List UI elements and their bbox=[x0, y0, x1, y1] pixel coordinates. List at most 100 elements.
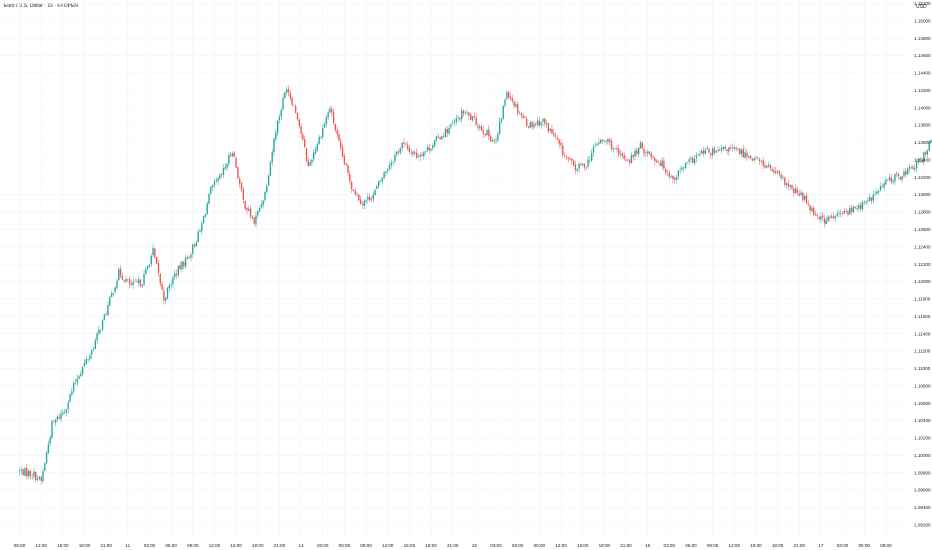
candle-body bbox=[784, 177, 786, 185]
candle-body bbox=[318, 136, 320, 145]
candle-body bbox=[533, 124, 535, 128]
candle-body bbox=[63, 412, 66, 413]
time-tick-label: 15:00 bbox=[750, 543, 762, 548]
candle-body bbox=[504, 99, 506, 106]
candle-body bbox=[789, 185, 791, 187]
candle-body bbox=[639, 143, 642, 149]
candle-body bbox=[229, 154, 232, 156]
candle-body bbox=[834, 216, 837, 219]
candle-body bbox=[174, 273, 176, 278]
candle-body bbox=[184, 257, 187, 267]
candle-body bbox=[527, 126, 530, 128]
candle-body bbox=[764, 165, 766, 168]
candle-body bbox=[433, 140, 436, 146]
candle-body bbox=[466, 112, 468, 114]
candle-body bbox=[813, 207, 815, 215]
candle-body bbox=[446, 129, 448, 133]
candle-body bbox=[116, 280, 118, 288]
candle-body bbox=[544, 118, 546, 124]
candle-body bbox=[54, 419, 57, 423]
candle-body bbox=[370, 199, 373, 201]
candle-body bbox=[170, 284, 172, 286]
time-tick-label: 18:00 bbox=[252, 543, 264, 548]
candle-body bbox=[787, 183, 790, 187]
candle-body bbox=[744, 152, 746, 159]
candle-body bbox=[623, 155, 625, 160]
candle-body bbox=[258, 208, 261, 212]
candle-body bbox=[477, 125, 479, 128]
candle-body bbox=[83, 362, 86, 367]
time-tick-label: 03:00 bbox=[317, 543, 329, 548]
candle-body bbox=[518, 113, 521, 114]
candle-body bbox=[856, 207, 858, 209]
candle-body bbox=[489, 136, 492, 141]
candle-body bbox=[587, 159, 589, 168]
candle-body bbox=[928, 142, 930, 151]
candle-body bbox=[58, 416, 60, 419]
candle-body bbox=[547, 123, 550, 132]
candle-body bbox=[742, 148, 744, 158]
candle-body bbox=[354, 190, 356, 195]
candle-body bbox=[493, 140, 495, 141]
candle-body bbox=[600, 139, 602, 144]
candle-body bbox=[758, 159, 761, 161]
time-axis[interactable]: 09:00 12:00 15:00 18:00 21:00 11 03:00 06:00 09:… bbox=[14, 543, 892, 548]
candle-body bbox=[549, 128, 551, 131]
time-tick-label: 03:00 bbox=[144, 543, 156, 548]
candle-body bbox=[394, 154, 396, 162]
candle-body bbox=[715, 151, 717, 153]
time-tick-label: 03:00 bbox=[490, 543, 502, 548]
price-tick-label: 1.11200 bbox=[914, 349, 931, 354]
candle-body bbox=[746, 152, 748, 157]
candle-body bbox=[818, 216, 820, 220]
price-axis[interactable]: 1.15200 1.15000 1.14800 1.14600 1.14400 1.142… bbox=[914, 1, 931, 527]
candle-body bbox=[590, 152, 593, 161]
candle-body bbox=[603, 140, 606, 141]
candle-body bbox=[81, 366, 84, 374]
time-tick-label: 21:00 bbox=[274, 543, 286, 548]
candle-body bbox=[152, 247, 154, 256]
candle-body bbox=[906, 169, 909, 175]
price-tick-label: 1.10200 bbox=[914, 436, 931, 441]
candle-body bbox=[760, 160, 763, 162]
candle-body bbox=[780, 174, 782, 179]
candle-body bbox=[551, 128, 553, 134]
candle-body bbox=[193, 244, 196, 246]
candle-body bbox=[749, 155, 752, 159]
candle-body bbox=[365, 200, 367, 202]
candle-body bbox=[18, 470, 21, 472]
candle-body bbox=[924, 152, 927, 155]
candle-body bbox=[350, 182, 353, 190]
candle-body bbox=[98, 329, 100, 334]
candle-body bbox=[155, 256, 158, 264]
candle-body bbox=[107, 305, 109, 316]
candle-body bbox=[213, 181, 216, 186]
candle-body bbox=[367, 196, 369, 200]
candle-body bbox=[20, 470, 22, 471]
candle-body bbox=[753, 158, 755, 161]
candle-body bbox=[204, 213, 207, 217]
price-tick-label: 1.09600 bbox=[914, 488, 931, 493]
candle-body bbox=[800, 192, 802, 196]
candle-body bbox=[264, 192, 266, 201]
candle-body bbox=[31, 476, 33, 478]
candle-body bbox=[820, 216, 822, 220]
candle-body bbox=[154, 248, 156, 258]
candle-body bbox=[251, 216, 254, 219]
candle-body bbox=[242, 189, 245, 201]
candle-body bbox=[231, 153, 234, 157]
candle-body bbox=[453, 121, 456, 124]
candle-body bbox=[666, 172, 669, 174]
candle-body bbox=[341, 147, 344, 157]
time-tick-label: 12:00 bbox=[555, 543, 567, 548]
price-tick-label: 1.12400 bbox=[914, 244, 931, 249]
candle-body bbox=[165, 297, 167, 301]
time-tick-label: 21:00 bbox=[620, 543, 632, 548]
time-tick-label: 15:00 bbox=[577, 543, 589, 548]
candle-body bbox=[121, 276, 124, 280]
candle-body bbox=[159, 273, 161, 284]
candle-body bbox=[215, 180, 217, 182]
candle-body bbox=[405, 143, 407, 145]
candle-body bbox=[186, 257, 189, 259]
